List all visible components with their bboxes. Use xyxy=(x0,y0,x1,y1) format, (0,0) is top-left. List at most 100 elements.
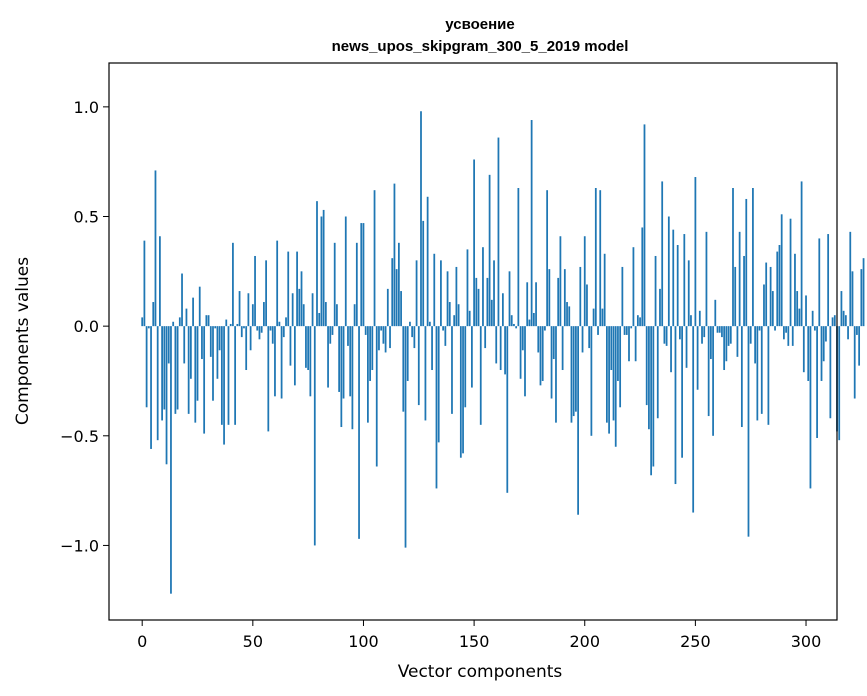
bar xyxy=(639,317,641,327)
bar xyxy=(404,326,407,548)
bar xyxy=(581,326,584,353)
bar xyxy=(769,266,772,327)
bar xyxy=(278,321,281,327)
bar xyxy=(608,326,610,434)
bar xyxy=(566,302,568,327)
bar xyxy=(743,255,745,327)
bar xyxy=(150,326,152,449)
bar xyxy=(670,326,672,373)
bar xyxy=(776,251,779,327)
x-tick-label: 50 xyxy=(243,632,263,651)
bar xyxy=(550,326,553,399)
bar xyxy=(526,282,529,327)
bar xyxy=(311,293,314,327)
bar xyxy=(397,242,400,327)
bar xyxy=(705,231,708,327)
bar xyxy=(471,326,473,388)
bar xyxy=(322,209,325,327)
bar xyxy=(588,326,591,349)
bar xyxy=(216,326,219,379)
bar xyxy=(501,293,504,327)
x-axis-label: Vector components xyxy=(398,662,563,682)
bar xyxy=(537,326,540,353)
bar xyxy=(729,326,732,344)
bar xyxy=(227,326,230,425)
bar xyxy=(510,315,513,327)
bar xyxy=(464,326,467,408)
bar xyxy=(552,326,555,360)
bar xyxy=(654,255,657,327)
bar xyxy=(223,326,225,445)
bar xyxy=(446,271,449,327)
bar xyxy=(263,302,265,327)
bar xyxy=(530,120,533,327)
bar xyxy=(774,326,776,331)
bar xyxy=(201,326,203,360)
bar xyxy=(590,326,593,436)
bar xyxy=(406,326,409,381)
bar xyxy=(546,190,549,327)
bar xyxy=(842,310,845,327)
bar xyxy=(185,308,188,327)
bar xyxy=(825,326,827,342)
bar xyxy=(154,170,157,327)
bar xyxy=(174,326,177,414)
bar xyxy=(690,315,692,327)
bar xyxy=(718,326,721,333)
bar xyxy=(145,326,148,408)
bar xyxy=(422,220,425,327)
bar xyxy=(603,253,606,327)
bar xyxy=(353,304,356,327)
bar xyxy=(860,269,863,327)
bar xyxy=(763,284,765,327)
bar xyxy=(752,188,754,327)
bar xyxy=(189,326,192,379)
bar xyxy=(254,255,256,327)
bar xyxy=(444,326,447,346)
bar xyxy=(435,326,438,489)
bar xyxy=(707,326,710,417)
bar xyxy=(698,310,701,327)
bar xyxy=(661,181,664,327)
bar xyxy=(207,315,210,327)
bar xyxy=(557,277,560,327)
bar xyxy=(847,326,849,340)
bar xyxy=(205,315,208,327)
bar xyxy=(820,326,823,381)
bar xyxy=(594,188,597,327)
bar xyxy=(787,326,790,346)
bar xyxy=(209,326,212,357)
bar xyxy=(282,326,285,338)
bar xyxy=(736,326,739,357)
bar xyxy=(161,326,163,421)
bar xyxy=(495,326,498,364)
bar xyxy=(329,326,332,344)
bar xyxy=(802,326,805,373)
bar xyxy=(583,236,586,327)
bar xyxy=(490,299,493,327)
bar xyxy=(386,288,389,327)
bar xyxy=(816,326,818,438)
bar xyxy=(703,326,706,338)
bar xyxy=(344,216,347,327)
bar xyxy=(652,326,655,467)
bar xyxy=(734,266,737,327)
bar xyxy=(862,258,865,327)
bar xyxy=(504,326,506,375)
bar xyxy=(648,326,650,430)
x-tick-label: 150 xyxy=(459,632,490,651)
bar xyxy=(822,326,825,362)
bar xyxy=(338,326,341,392)
bar xyxy=(156,326,159,441)
bar xyxy=(236,323,239,327)
y-tick-label: 0.5 xyxy=(74,208,99,227)
bar xyxy=(258,326,261,340)
bar xyxy=(424,326,427,421)
bar xyxy=(572,326,575,417)
bar xyxy=(798,308,801,327)
bar xyxy=(853,326,856,399)
bar xyxy=(245,326,248,371)
bar xyxy=(473,159,475,327)
bar xyxy=(187,326,190,414)
